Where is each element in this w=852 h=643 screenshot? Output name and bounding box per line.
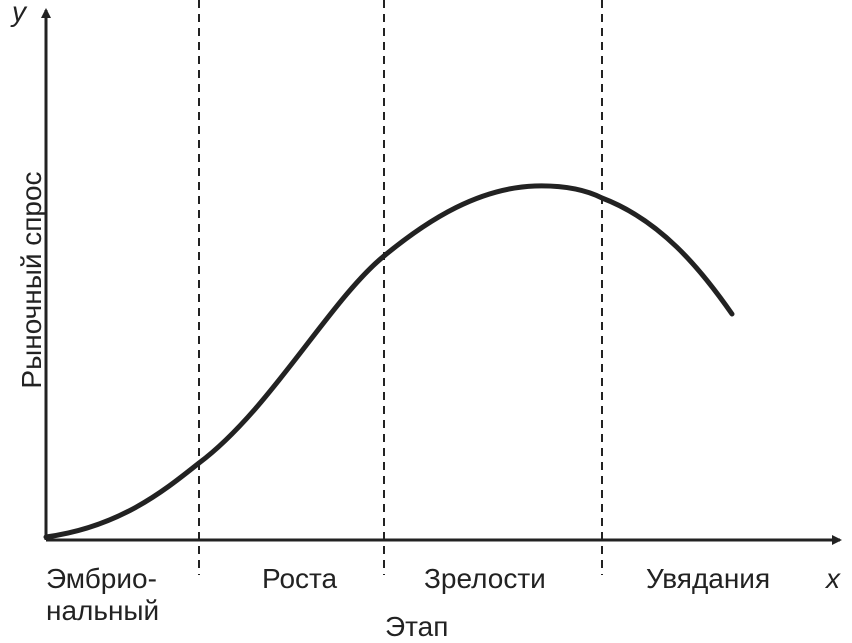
x-axis-letter: x <box>826 563 840 594</box>
stage-label-maturity: Зрелости <box>424 563 546 594</box>
stage-label-embryonic: Эмбрио- нальный <box>46 563 159 627</box>
stage-label-embryonic-line2: нальный <box>46 595 160 626</box>
x-axis-label: Этап <box>385 611 449 642</box>
y-axis-label: Рыночный спрос <box>16 171 47 389</box>
y-axis-letter: y <box>12 0 26 27</box>
stage-label-growth: Роста <box>262 563 338 594</box>
stage-label-embryonic-line1: Эмбрио- <box>46 563 157 594</box>
demand-curve <box>43 183 735 540</box>
stage-label-decline: Увядания <box>646 563 771 594</box>
